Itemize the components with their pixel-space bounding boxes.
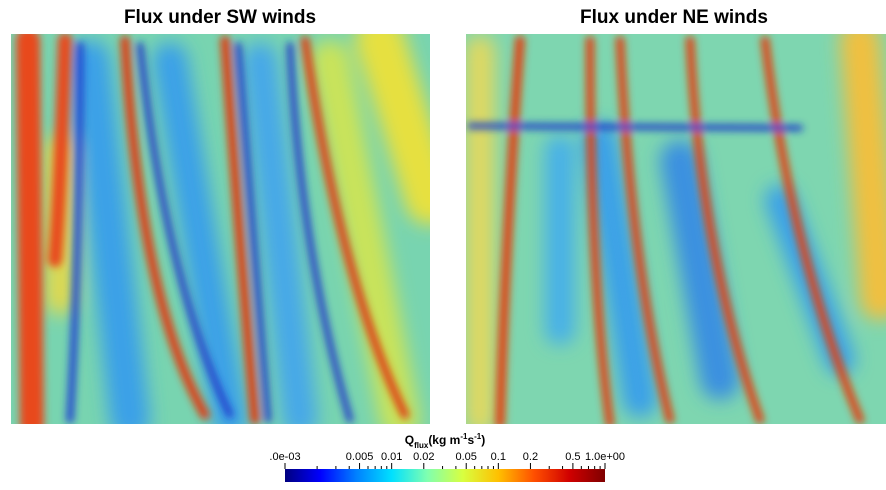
panel-title: Flux under SW winds	[124, 7, 316, 28]
tick-label: 0.02	[413, 451, 434, 463]
colorbar	[285, 469, 605, 482]
panel-title: Flux under NE winds	[580, 7, 768, 28]
figure: Flux under SW winds Flux under NE winds	[0, 0, 886, 485]
tick-label: 1.0e+00	[585, 451, 625, 463]
flux-map-sw	[11, 34, 430, 424]
flux-map-ne	[466, 34, 886, 424]
label-part: (kg m	[428, 433, 460, 447]
colorbar-ticks: .0e-03 0.005 0.01 0.02 0.05 0.1 0.2 0.5 1.0e+00	[269, 451, 625, 469]
colorbar-label: Qflux(kg m-1s-1)	[405, 432, 486, 450]
label-part: )	[481, 433, 485, 447]
tick-label: 0.1	[491, 451, 506, 463]
tick-label: 0.01	[381, 451, 402, 463]
tick-label: 0.005	[346, 451, 374, 463]
label-part: flux	[414, 441, 429, 450]
tick-label: 0.05	[456, 451, 477, 463]
tick-label: .0e-03	[269, 451, 300, 463]
label-part: Q	[405, 433, 414, 447]
tick-label: 0.5	[565, 451, 580, 463]
tick-label: 0.2	[523, 451, 538, 463]
